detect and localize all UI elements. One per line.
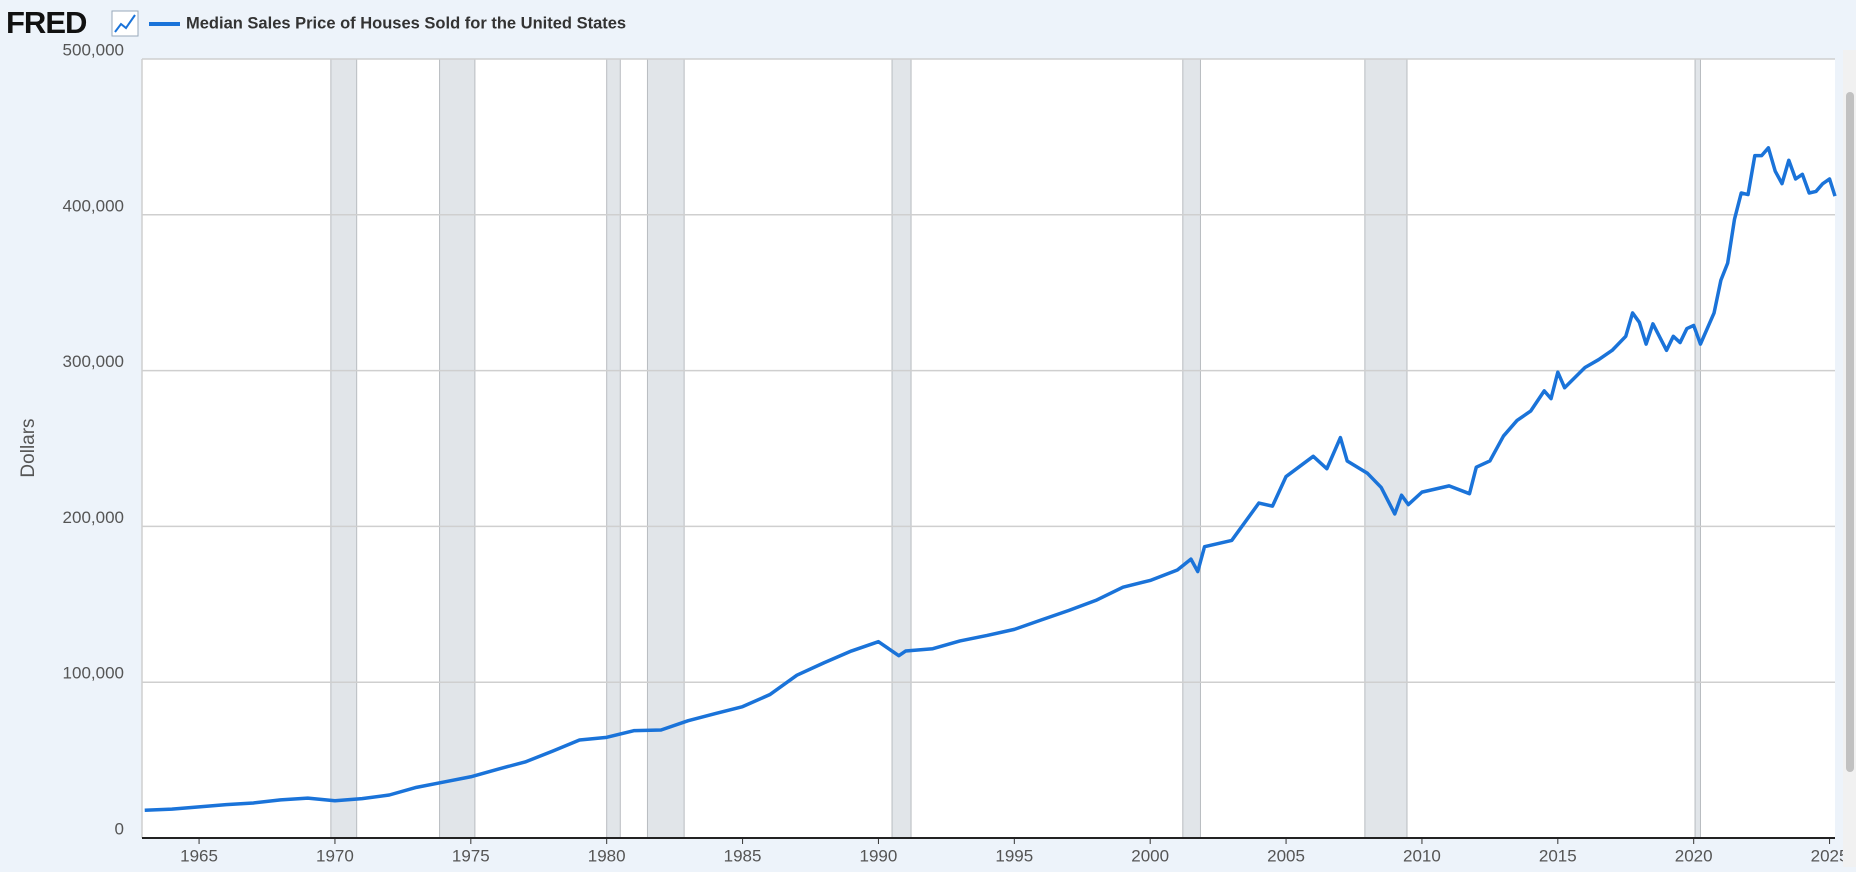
y-tick-label: 300,000 xyxy=(63,352,124,371)
y-tick-label: 500,000 xyxy=(63,40,124,59)
legend-label: Median Sales Price of Houses Sold for th… xyxy=(186,14,626,32)
recession-band xyxy=(606,58,621,839)
x-tick-label: 1995 xyxy=(995,846,1033,865)
x-tick-label: 2010 xyxy=(1403,846,1441,865)
y-tick-label: 200,000 xyxy=(63,508,124,527)
recession-band xyxy=(1182,58,1201,839)
recession-band xyxy=(1694,58,1701,839)
x-tick-label: 1970 xyxy=(316,846,354,865)
recession-band xyxy=(330,58,358,839)
y-axis-label: Dollars xyxy=(18,418,39,477)
x-tick-label: 1980 xyxy=(588,846,626,865)
scrollbar-thumb[interactable] xyxy=(1846,92,1854,772)
x-tick-label: 2025 xyxy=(1811,846,1849,865)
x-tick-label: 2020 xyxy=(1675,846,1713,865)
x-tick-label: 2005 xyxy=(1267,846,1305,865)
x-tick-label: 1975 xyxy=(452,846,490,865)
recession-band xyxy=(646,58,685,839)
x-tick-label: 2015 xyxy=(1539,846,1577,865)
y-tick-label: 400,000 xyxy=(63,196,124,215)
recession-band xyxy=(1364,58,1408,839)
y-tick-label: 0 xyxy=(115,819,124,838)
x-tick-label: 1985 xyxy=(724,846,762,865)
recession-band xyxy=(891,58,912,839)
x-tick-label: 1965 xyxy=(180,846,218,865)
y-tick-label: 100,000 xyxy=(63,664,124,683)
logo: FRED xyxy=(6,5,87,40)
x-tick-label: 2000 xyxy=(1131,846,1169,865)
data-line xyxy=(144,146,1837,813)
x-tick-label: 1990 xyxy=(860,846,898,865)
recession-band xyxy=(439,58,476,839)
logo-icon xyxy=(111,10,139,37)
plot: 0 100,000 200,000 300,000 400,000 500,000 1965… xyxy=(63,40,1849,865)
plot-area xyxy=(142,59,1835,838)
